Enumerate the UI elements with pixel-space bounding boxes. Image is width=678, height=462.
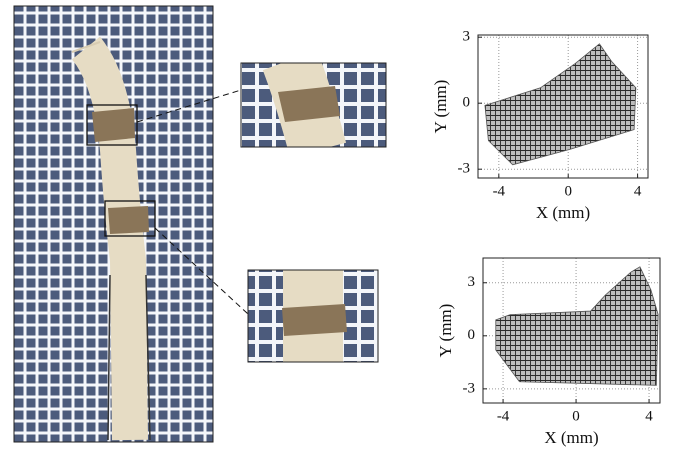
x-axis-label: X (mm): [536, 203, 590, 222]
x-tick-label: 0: [572, 408, 580, 424]
x-tick-label: 4: [645, 408, 653, 424]
inset-top: [241, 60, 386, 150]
x-tick-label: 4: [634, 183, 642, 199]
y-tick-label: 0: [463, 95, 471, 111]
x-tick-label: -4: [497, 408, 510, 424]
y-tick-label: 3: [463, 29, 471, 45]
photo: [14, 6, 213, 442]
y-tick-label: 0: [468, 327, 476, 343]
x-axis-label: X (mm): [544, 428, 598, 447]
y-axis-label: Y (mm): [431, 80, 450, 134]
y-tick-label: -3: [463, 380, 476, 396]
inset-bottom: [248, 268, 378, 364]
y-axis-label: Y (mm): [436, 304, 455, 358]
y-tick-label: -3: [458, 161, 471, 177]
figure: -4 0 4 -3 0 3 X (mm) Y (mm) -4 0 4 -3 0 3 X (mm) Y (mm): [0, 0, 678, 457]
x-tick-label: -4: [493, 183, 506, 199]
x-tick-label: 0: [564, 183, 572, 199]
y-tick-label: 3: [468, 274, 476, 290]
